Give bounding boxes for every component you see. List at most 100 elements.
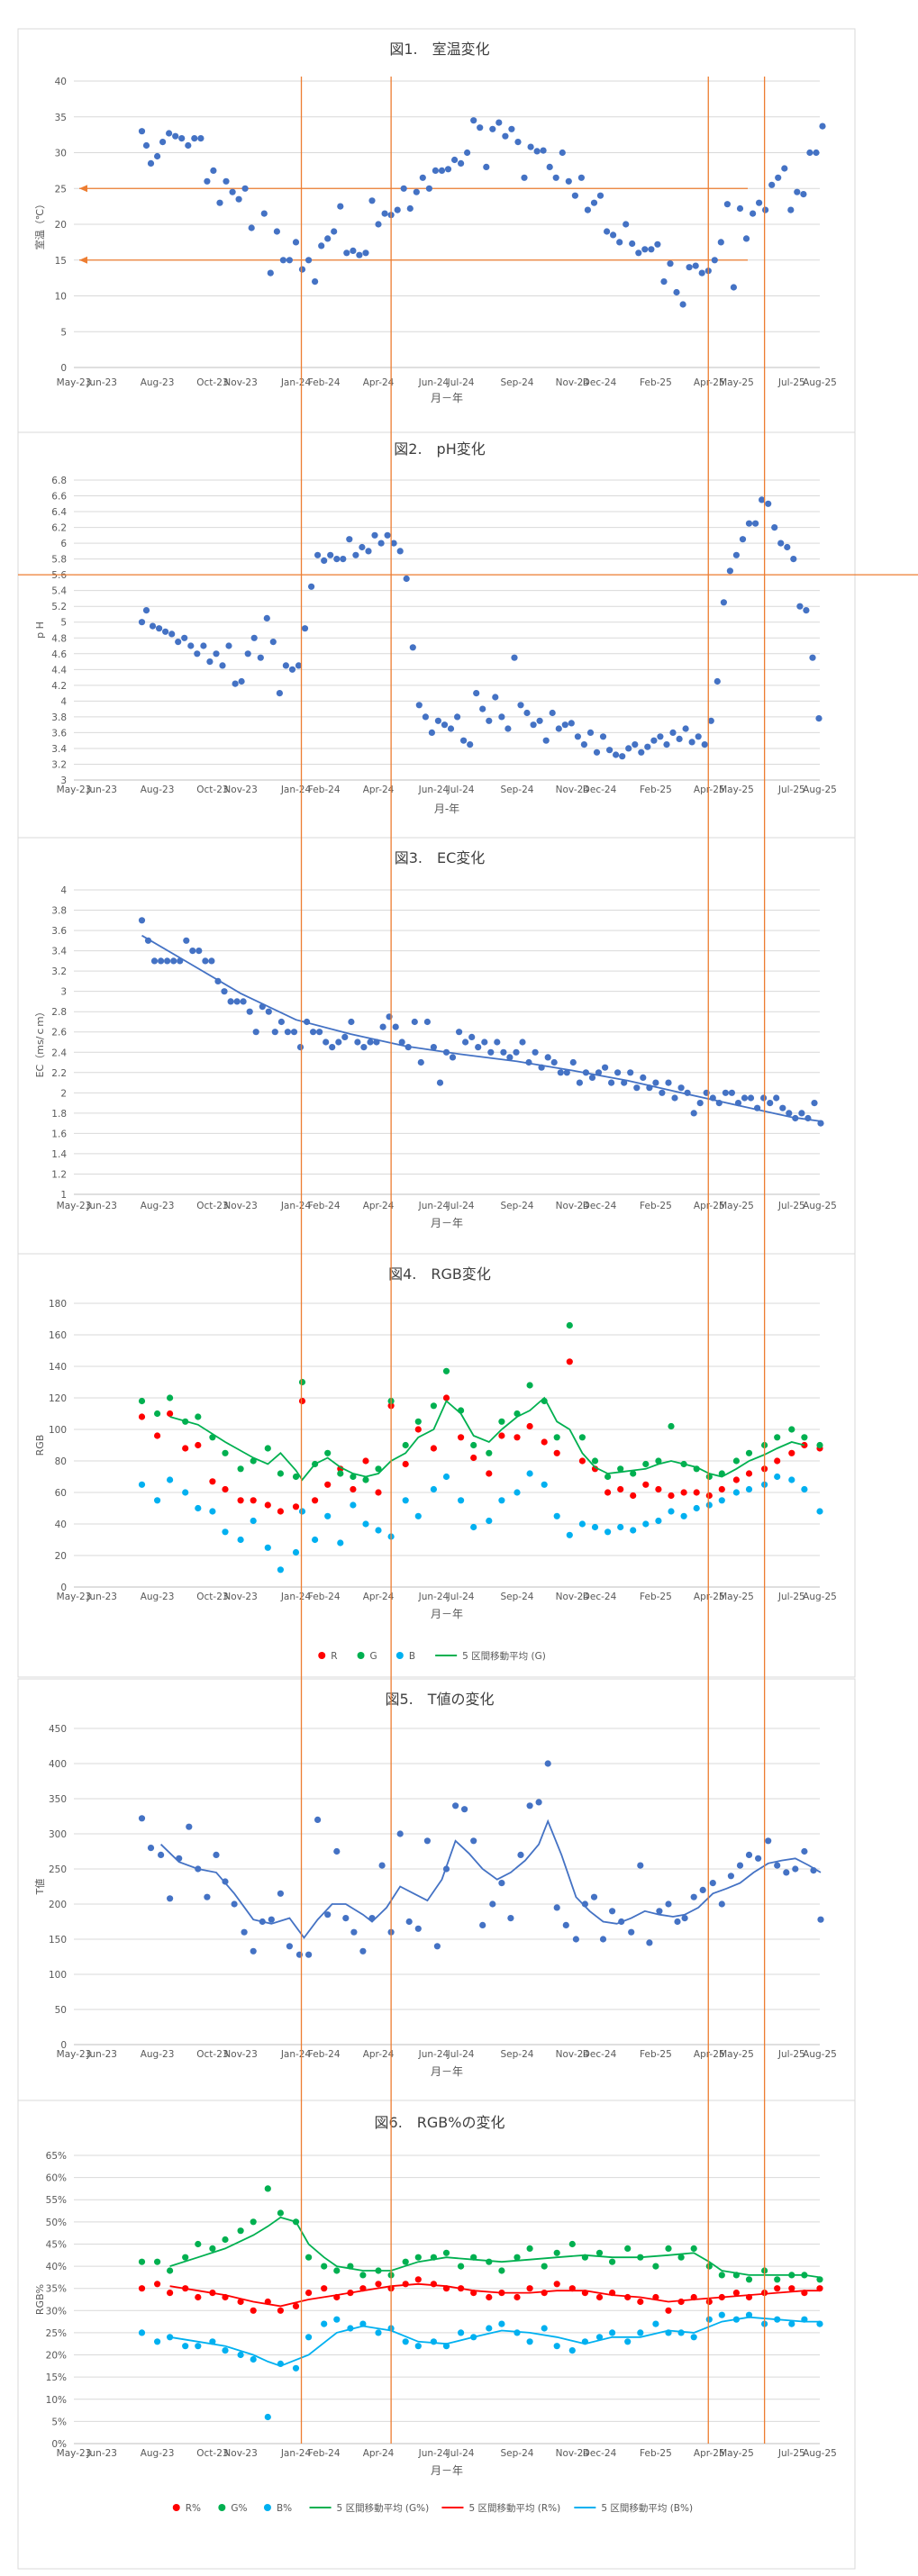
data-point	[362, 249, 369, 257]
data-point	[553, 2249, 560, 2256]
data-point	[698, 269, 705, 277]
data-point	[209, 1508, 216, 1515]
y-tick-label: 5.8	[51, 555, 67, 566]
data-point	[413, 188, 420, 195]
chart-title: 図5. T値の変化	[385, 1691, 494, 1708]
y-tick-label: 140	[49, 1362, 67, 1373]
y-tick-label: 55%	[46, 2195, 67, 2206]
x-tick-label: Sep-24	[500, 1592, 533, 1602]
data-point	[511, 654, 518, 661]
data-point	[167, 2334, 174, 2341]
data-point	[162, 628, 169, 635]
data-point	[292, 239, 300, 246]
data-point	[195, 2343, 202, 2350]
x-tick-label: Jul-25	[777, 2049, 805, 2060]
y-tick-label: 200	[49, 1900, 67, 1910]
data-point	[660, 278, 668, 286]
data-point	[298, 1378, 306, 1386]
data-point	[216, 199, 223, 206]
y-tick-label: 20	[55, 1551, 67, 1562]
data-point	[527, 143, 534, 150]
data-point	[565, 177, 572, 185]
chart-rgbpct: 図6. RGB%の変化 0% 5% 10% 15% 20% 25% 30% 35% 40% 45% 5…	[17, 2100, 856, 2570]
chart-frame	[17, 28, 856, 453]
data-point	[292, 1473, 300, 1481]
x-tick-label: May-23	[57, 1592, 92, 1602]
data-point	[644, 743, 651, 750]
x-tick-label: Jun-24	[418, 2448, 450, 2459]
data-point	[619, 753, 626, 760]
y-axis-label: T値	[34, 1879, 46, 1896]
data-point	[422, 713, 429, 721]
data-point	[221, 988, 228, 995]
data-point	[442, 1473, 450, 1481]
data-point	[578, 1457, 586, 1465]
data-point	[680, 1489, 687, 1496]
data-point	[732, 1489, 741, 1496]
data-point	[656, 1908, 663, 1915]
data-point	[713, 677, 721, 685]
data-point	[726, 567, 734, 575]
data-point	[312, 1497, 319, 1504]
data-point	[204, 177, 211, 185]
data-point	[630, 1470, 637, 1477]
data-point	[566, 1321, 573, 1329]
data-point	[350, 247, 357, 254]
data-point	[375, 1527, 382, 1534]
series-line	[169, 2316, 820, 2367]
legend-item: 5 区間移動平均 (G%)	[309, 2502, 430, 2514]
data-point	[158, 1851, 165, 1858]
legend-label: 5 区間移動平均 (G%)	[337, 2502, 430, 2514]
data-point	[705, 1473, 713, 1481]
data-point	[492, 694, 499, 701]
data-point	[277, 1470, 284, 1477]
data-point	[756, 199, 763, 206]
data-point	[375, 2329, 382, 2336]
data-point	[720, 599, 728, 606]
data-point	[498, 1880, 505, 1887]
data-point	[183, 937, 190, 944]
y-tick-label: 65%	[46, 2151, 67, 2162]
data-point	[250, 2218, 257, 2226]
y-axis-label: EC（ms/ｃｍ）	[34, 1007, 46, 1078]
data-point	[571, 192, 579, 199]
x-tick-label: Feb-24	[308, 2448, 341, 2459]
data-point	[423, 1837, 431, 1845]
data-point	[458, 1497, 465, 1504]
data-point	[788, 1426, 795, 1433]
chart-title: 図3. EC変化	[395, 849, 486, 866]
data-point	[541, 2290, 548, 2297]
data-point	[718, 1497, 725, 1504]
data-point	[323, 1039, 330, 1046]
data-point	[487, 1048, 495, 1056]
data-point	[755, 1855, 762, 1862]
data-point	[652, 2263, 659, 2270]
data-point	[451, 156, 459, 164]
data-point	[182, 2343, 189, 2350]
data-point	[596, 192, 604, 199]
data-point	[624, 2245, 632, 2252]
data-point	[305, 2334, 313, 2341]
data-point	[452, 1802, 459, 1810]
x-tick-label: Feb-25	[640, 377, 672, 388]
x-tick-label: Jun-24	[418, 377, 450, 388]
data-point	[811, 1100, 818, 1107]
data-point	[237, 2351, 244, 2359]
legend-item: B%	[263, 2503, 292, 2514]
data-point	[586, 729, 595, 737]
data-point	[616, 239, 623, 246]
data-point	[335, 1039, 342, 1046]
data-point	[638, 748, 645, 756]
y-tick-label: 250	[49, 1864, 67, 1875]
data-point	[241, 185, 249, 192]
legend-label: G	[370, 1651, 377, 1662]
x-tick-label: May-23	[57, 377, 92, 388]
data-point	[760, 1094, 768, 1102]
data-point	[277, 1890, 284, 1897]
data-point	[197, 135, 205, 142]
data-point	[677, 1084, 685, 1092]
data-point	[406, 204, 414, 213]
data-point	[705, 2263, 713, 2270]
data-point	[277, 2209, 284, 2217]
data-point	[552, 174, 559, 181]
